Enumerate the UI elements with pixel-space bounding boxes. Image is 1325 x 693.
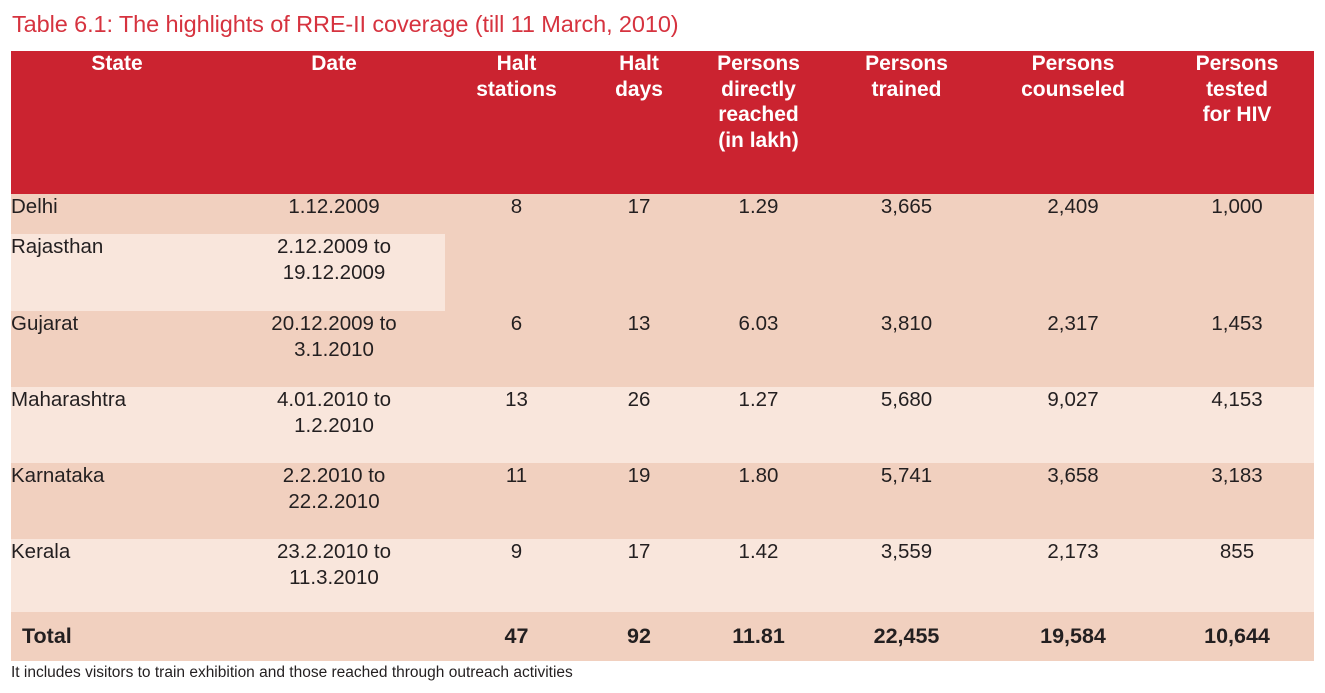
reached-line-4: (in lakh) — [718, 128, 799, 152]
cell-reached-kerala: 1.42 — [690, 539, 827, 612]
cell-halt-stations-maharashtra: 13 — [445, 387, 588, 463]
column-header-persons-counseled: Persons counseled — [986, 51, 1160, 194]
cell-trained-maharashtra: 5,680 — [827, 387, 986, 463]
cell-state-gujarat: Gujarat — [11, 311, 223, 387]
cell-date-maharashtra: 4.01.2010 to 1.2.2010 — [223, 387, 445, 463]
table-row: Maharashtra 4.01.2010 to 1.2.2010 13 26 … — [11, 387, 1314, 463]
column-header-halt-days: Halt days — [588, 51, 690, 194]
cell-tested-kerala: 855 — [1160, 539, 1314, 612]
cell-halt-stations-kerala: 9 — [445, 539, 588, 612]
cell-state-delhi: Delhi — [11, 194, 223, 234]
date-line-2: 3.1.2010 — [294, 338, 374, 362]
table-row: Rajasthan 2.12.2009 to 19.12.2009 — [11, 234, 1314, 311]
table-caption: Table 6.1: The highlights of RRE-II cove… — [12, 11, 679, 37]
cell-reached-maharashtra: 1.27 — [690, 387, 827, 463]
cell-halt-days-gujarat: 13 — [588, 311, 690, 387]
halt-days-line-1: Halt — [619, 52, 659, 75]
cell-halt-days-karnataka: 19 — [588, 463, 690, 539]
date-line-1: 4.01.2010 to — [277, 388, 391, 411]
reached-line-1: Persons — [717, 52, 800, 75]
cell-halt-stations-delhi-rajasthan: 8 — [445, 194, 588, 311]
cell-total-label: Total — [11, 612, 445, 662]
cell-date-gujarat: 20.12.2009 to 3.1.2010 — [223, 311, 445, 387]
halt-days-line-2: days — [615, 77, 663, 101]
date-line-1: 23.2.2010 to — [277, 540, 391, 563]
cell-counseled-kerala: 2,173 — [986, 539, 1160, 612]
table-row: Delhi 1.12.2009 8 17 1.29 3,665 2,409 1,… — [11, 194, 1314, 311]
date-line-1: 2.12.2009 to — [277, 235, 391, 258]
cell-counseled-gujarat: 2,317 — [986, 311, 1160, 387]
date-line-1: 20.12.2009 to — [271, 312, 397, 335]
halt-stations-line-2: stations — [476, 77, 557, 101]
reached-line-3: reached — [718, 103, 799, 127]
cell-trained-delhi-rajasthan: 3,665 — [827, 194, 986, 311]
cell-state-karnataka: Karnataka — [11, 463, 223, 539]
cell-state-rajasthan: Rajasthan — [11, 234, 223, 311]
cell-tested-gujarat: 1,453 — [1160, 311, 1314, 387]
cell-total-tested: 10,644 — [1160, 612, 1314, 662]
table-row: Gujarat 20.12.2009 to 3.1.2010 6 13 6.03… — [11, 311, 1314, 387]
tested-line-1: Persons — [1195, 52, 1279, 75]
cell-halt-days-delhi-rajasthan: 17 — [588, 194, 690, 311]
trained-line-2: trained — [871, 77, 942, 101]
counseled-line-1: Persons — [1031, 52, 1115, 75]
cell-trained-kerala: 3,559 — [827, 539, 986, 612]
column-header-persons-tested-for-hiv: Persons tested for HIV — [1160, 51, 1314, 194]
cell-halt-days-maharashtra: 26 — [588, 387, 690, 463]
cell-trained-karnataka: 5,741 — [827, 463, 986, 539]
table-header: State Date Halt stations Halt days Perso… — [11, 51, 1314, 194]
reached-line-2: directly — [721, 77, 796, 101]
halt-stations-line-1: Halt — [496, 52, 537, 75]
cell-tested-karnataka: 3,183 — [1160, 463, 1314, 539]
cell-total-counseled: 19,584 — [986, 612, 1160, 662]
date-line-2: 11.3.2010 — [289, 566, 379, 590]
table-footnote: It includes visitors to train exhibition… — [11, 664, 573, 681]
cell-halt-stations-karnataka: 11 — [445, 463, 588, 539]
date-line-2: 22.2.2010 — [288, 490, 380, 514]
cell-date-kerala: 23.2.2010 to 11.3.2010 — [223, 539, 445, 612]
rre-coverage-table: State Date Halt stations Halt days Perso… — [11, 51, 1314, 662]
cell-counseled-karnataka: 3,658 — [986, 463, 1160, 539]
column-header-persons-trained: Persons trained — [827, 51, 986, 194]
cell-total-reached: 11.81 — [690, 612, 827, 662]
cell-trained-gujarat: 3,810 — [827, 311, 986, 387]
cell-counseled-delhi-rajasthan: 2,409 — [986, 194, 1160, 311]
cell-total-halt-days: 92 — [588, 612, 690, 662]
cell-total-trained: 22,455 — [827, 612, 986, 662]
table-row: Kerala 23.2.2010 to 11.3.2010 9 17 1.42 … — [11, 539, 1314, 612]
date-line-2: 1.2.2010 — [294, 414, 374, 438]
cell-total-halt-stations: 47 — [445, 612, 588, 662]
date-line-1: 2.2.2010 to — [282, 464, 386, 487]
trained-line-1: Persons — [865, 52, 948, 75]
table-container: State Date Halt stations Halt days Perso… — [11, 51, 1314, 662]
cell-reached-karnataka: 1.80 — [690, 463, 827, 539]
cell-tested-delhi-rajasthan: 1,000 — [1160, 194, 1314, 311]
counseled-line-2: counseled — [1021, 77, 1125, 101]
cell-state-kerala: Kerala — [11, 539, 223, 612]
cell-state-maharashtra: Maharashtra — [11, 387, 223, 463]
cell-halt-days-kerala: 17 — [588, 539, 690, 612]
tested-line-2: tested — [1206, 77, 1268, 101]
cell-counseled-maharashtra: 9,027 — [986, 387, 1160, 463]
table-row: Karnataka 2.2.2010 to 22.2.2010 11 19 1.… — [11, 463, 1314, 539]
cell-reached-delhi-rajasthan: 1.29 — [690, 194, 827, 311]
cell-halt-stations-gujarat: 6 — [445, 311, 588, 387]
cell-date-delhi: 1.12.2009 — [223, 194, 445, 234]
column-header-persons-directly-reached: Persons directly reached (in lakh) — [690, 51, 827, 194]
cell-date-karnataka: 2.2.2010 to 22.2.2010 — [223, 463, 445, 539]
cell-tested-maharashtra: 4,153 — [1160, 387, 1314, 463]
date-line-2: 19.12.2009 — [282, 261, 386, 285]
column-header-state: State — [11, 51, 223, 194]
cell-date-rajasthan: 2.12.2009 to 19.12.2009 — [223, 234, 445, 311]
column-header-halt-stations: Halt stations — [445, 51, 588, 194]
header-row: State Date Halt stations Halt days Perso… — [11, 51, 1314, 194]
table-total-row: Total 47 92 11.81 22,455 19,584 10,644 — [11, 612, 1314, 662]
table-body: Delhi 1.12.2009 8 17 1.29 3,665 2,409 1,… — [11, 194, 1314, 662]
cell-reached-gujarat: 6.03 — [690, 311, 827, 387]
column-header-date: Date — [223, 51, 445, 194]
tested-line-3: for HIV — [1202, 103, 1272, 127]
